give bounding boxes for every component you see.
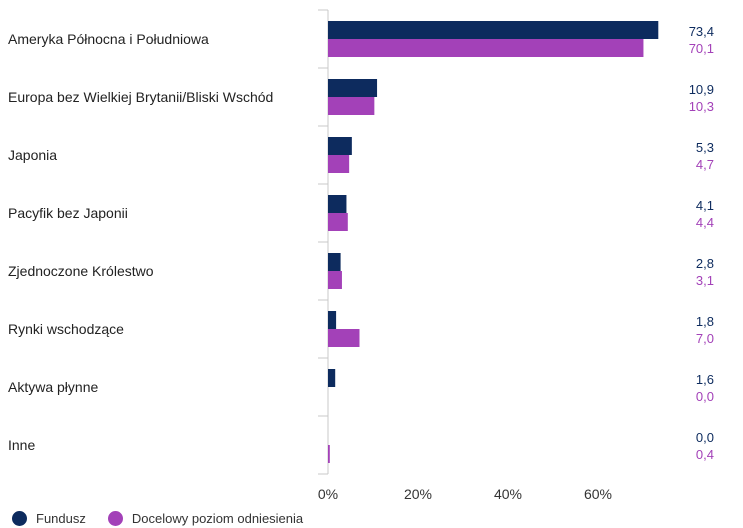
category-labels: Ameryka Północna i Południowa Europa bez … [8, 31, 273, 453]
value-label-benchmark-pacyfik-bez-japonii: 4,4 [696, 215, 714, 230]
category-axis [318, 9, 329, 475]
category-label-aktywa-plynne: Aktywa płynne [8, 379, 98, 395]
bar-benchmark-pacyfik-bez-japonii [328, 213, 348, 231]
value-label-fund-japonia: 5,3 [696, 140, 714, 155]
x-axis-ticks: 0% 20% 40% 60% [318, 486, 612, 502]
value-label-fund-ameryka-polnocna-i-poludniowa: 73,4 [689, 24, 714, 39]
bar-fund-aktywa-plynne [328, 369, 336, 387]
category-label-japonia: Japonia [8, 147, 57, 163]
x-tick-label-20: 20% [404, 486, 432, 502]
legend-item-benchmark: Docelowy poziom odniesienia [107, 511, 304, 526]
bar-fund-zjednoczone-krolestwo [328, 253, 341, 271]
value-label-fund-pacyfik-bez-japonii: 4,1 [696, 198, 714, 213]
value-label-benchmark-zjednoczone-krolestwo: 3,1 [696, 273, 714, 288]
legend-label-fund: Fundusz [36, 511, 86, 526]
x-tick-label-0: 0% [318, 486, 338, 502]
legend-item-fund: Fundusz [12, 511, 86, 526]
bar-fund-rynki-wschodzace [328, 311, 337, 329]
bar-benchmark-inne [328, 445, 330, 463]
bar-benchmark-rynki-wschodzace [328, 329, 360, 347]
bars [328, 21, 659, 463]
legend-swatch-benchmark [107, 511, 123, 526]
value-label-fund-aktywa-plynne: 1,6 [696, 372, 714, 387]
value-label-benchmark-ameryka-polnocna-i-poludniowa: 70,1 [689, 41, 714, 56]
value-label-fund-europa-bez-wielkiej-brytanii-bliski-wschod: 10,9 [689, 82, 714, 97]
value-label-benchmark-inne: 0,4 [696, 447, 714, 462]
category-label-ameryka-polnocna-i-poludniowa: Ameryka Północna i Południowa [8, 31, 209, 47]
bar-benchmark-zjednoczone-krolestwo [328, 271, 342, 289]
value-labels: 73,4 70,1 10,9 10,3 5,3 4,7 4,1 4,4 2,8 3,1 1,8 7,0… [689, 24, 714, 462]
value-label-fund-rynki-wschodzace: 1,8 [696, 314, 714, 329]
value-label-fund-inne: 0,0 [696, 430, 714, 445]
bar-fund-europa-bez-wielkiej-brytanii-bliski-wschod [328, 79, 378, 97]
x-tick-label-40: 40% [494, 486, 522, 502]
legend-label-benchmark: Docelowy poziom odniesienia [131, 511, 304, 526]
value-label-benchmark-europa-bez-wielkiej-brytanii-bliski-wschod: 10,3 [689, 99, 714, 114]
bar-fund-japonia [328, 137, 352, 155]
category-label-zjednoczone-krolestwo: Zjednoczone Królestwo [8, 263, 154, 279]
category-label-rynki-wschodzace: Rynki wschodzące [8, 321, 124, 337]
bar-fund-ameryka-polnocna-i-poludniowa [328, 21, 659, 39]
value-label-fund-zjednoczone-krolestwo: 2,8 [696, 256, 714, 271]
bar-benchmark-europa-bez-wielkiej-brytanii-bliski-wschod [328, 97, 375, 115]
bar-benchmark-japonia [328, 155, 350, 173]
bar-benchmark-ameryka-polnocna-i-poludniowa [328, 39, 644, 57]
category-label-inne: Inne [8, 437, 35, 453]
x-tick-label-60: 60% [584, 486, 612, 502]
bar-fund-pacyfik-bez-japonii [328, 195, 347, 213]
value-label-benchmark-aktywa-plynne: 0,0 [696, 389, 714, 404]
value-label-benchmark-rynki-wschodzace: 7,0 [696, 331, 714, 346]
legend-swatch-fund [12, 511, 27, 526]
value-label-benchmark-japonia: 4,7 [696, 157, 714, 172]
category-label-europa-bez-wielkiej-brytanii-bliski-wschod: Europa bez Wielkiej Brytanii/Bliski Wsch… [8, 89, 273, 105]
category-label-pacyfik-bez-japonii: Pacyfik bez Japonii [8, 205, 128, 221]
legend: Fundusz Docelowy poziom odniesienia [12, 511, 325, 526]
